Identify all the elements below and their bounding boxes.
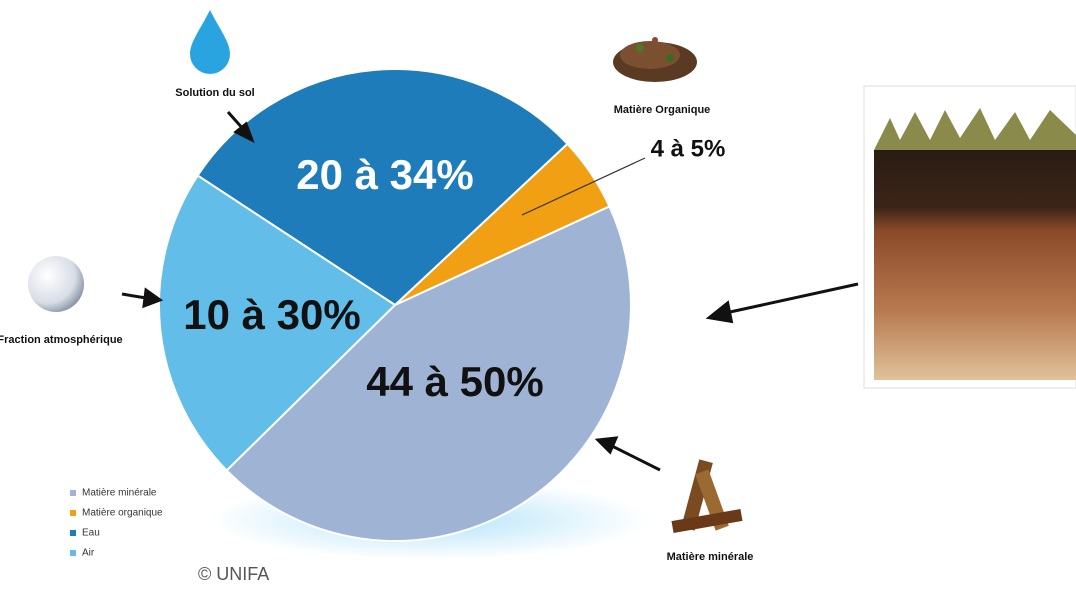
callout: Fraction atmosphérique xyxy=(0,334,123,346)
legend-label: Eau xyxy=(82,528,100,539)
callout: Matière minérale xyxy=(667,551,754,563)
legend-label: Matière minérale xyxy=(82,488,157,499)
value-label: 20 à 34% xyxy=(296,151,473,198)
pie xyxy=(158,68,633,542)
pie-slice xyxy=(225,205,633,542)
value-label: 44 à 50% xyxy=(366,358,543,405)
mineral-icon xyxy=(671,459,743,533)
arrows xyxy=(121,111,859,472)
legend-swatch xyxy=(70,490,76,496)
pie-slice xyxy=(196,68,569,307)
legend-swatch xyxy=(70,550,76,556)
credit: © UNIFA xyxy=(198,564,269,584)
water-drop-icon xyxy=(190,10,230,74)
value-label: 10 à 30% xyxy=(183,291,360,338)
callout: Matière Organique xyxy=(614,104,711,116)
soil-image xyxy=(863,85,1076,389)
legend-swatch xyxy=(70,510,76,516)
leader-line xyxy=(521,157,646,216)
legend-label: Air xyxy=(82,548,95,559)
legend: Matière minérale Matière organique Eau Air xyxy=(70,488,163,559)
value-label: 4 à 5% xyxy=(651,135,726,162)
legend-label: Matière organique xyxy=(82,508,163,519)
pie-slice xyxy=(158,174,397,472)
air-bubble-icon xyxy=(28,256,84,312)
callout: Solution du sol xyxy=(175,87,254,99)
legend-swatch xyxy=(70,530,76,536)
organic-icon xyxy=(613,37,697,82)
